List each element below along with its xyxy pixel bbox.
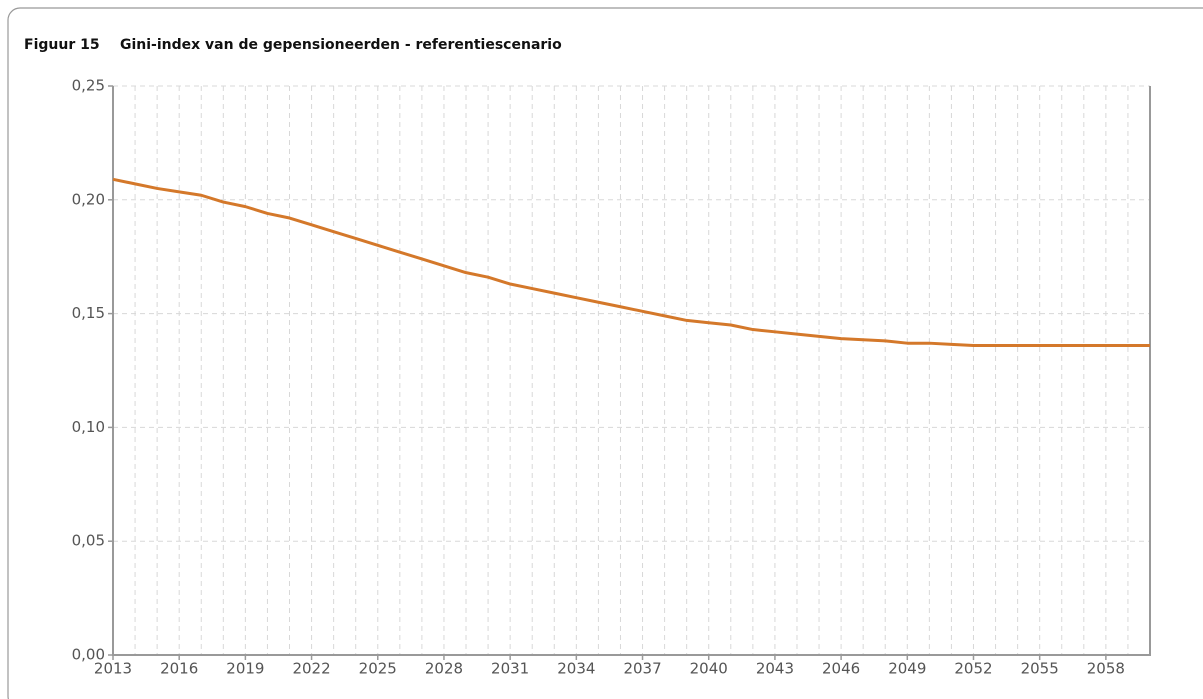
- figure-label: Figuur 15: [24, 37, 100, 53]
- y-tick-label: 0,25: [72, 77, 105, 95]
- panel-border: [7, 7, 1203, 699]
- x-tick-label: 2055: [1021, 660, 1059, 678]
- x-tick-label: 2025: [359, 660, 397, 678]
- x-tick-label: 2022: [292, 660, 330, 678]
- x-tick-label: 2046: [822, 660, 860, 678]
- x-tick-label: 2040: [690, 660, 728, 678]
- axis-frame: [112, 86, 1151, 656]
- x-tick-label: 2028: [425, 660, 463, 678]
- x-tick-label: 2013: [94, 660, 132, 678]
- x-tick-label: 2019: [226, 660, 264, 678]
- x-tick-label: 2052: [954, 660, 992, 678]
- y-tick-label: 0,00: [72, 646, 105, 664]
- x-tick-label: 2037: [623, 660, 661, 678]
- x-tick-label: 2058: [1087, 660, 1125, 678]
- x-tick-label: 2043: [756, 660, 794, 678]
- y-tick-label: 0,05: [72, 532, 105, 550]
- x-tick-label: 2049: [888, 660, 926, 678]
- y-tick-label: 0,15: [72, 304, 105, 322]
- x-tick-label: 2016: [160, 660, 198, 678]
- x-tick-label: 2034: [557, 660, 595, 678]
- data-line: [112, 177, 1150, 347]
- y-tick-label: 0,20: [72, 190, 105, 208]
- chart-title: Gini-index van de gepensioneerden - refe…: [120, 37, 562, 53]
- y-tick-label: 0,10: [72, 418, 105, 436]
- x-tick-label: 2031: [491, 660, 529, 678]
